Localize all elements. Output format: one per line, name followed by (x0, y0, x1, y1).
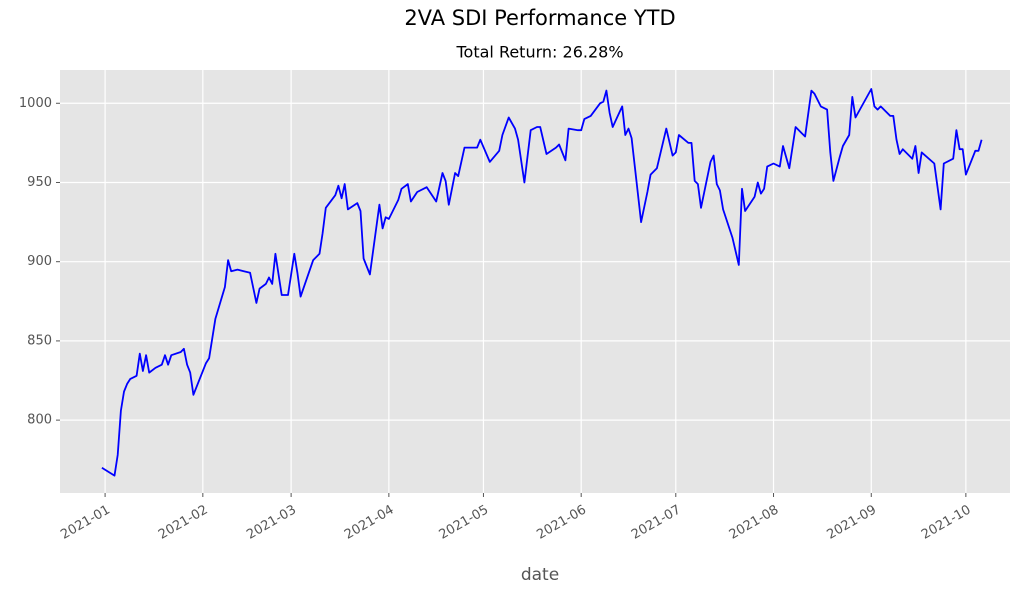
y-tick-label: 850 (27, 333, 52, 348)
x-tick-label: 2021-06 (534, 503, 589, 543)
x-tick-label: 2021-05 (437, 503, 492, 543)
x-tick-label: 2021-02 (156, 503, 211, 543)
y-tick-label: 900 (27, 254, 52, 269)
x-axis-label: date (521, 565, 559, 585)
x-tick-label: 2021-03 (244, 503, 299, 543)
y-tick-label: 800 (27, 413, 52, 428)
x-tick-label: 2021-08 (727, 503, 782, 543)
x-tick-label: 2021-10 (919, 503, 974, 543)
chart-title: 2VA SDI Performance YTD (404, 6, 675, 30)
x-tick-label: 2021-04 (342, 503, 397, 543)
data-line (101, 88, 983, 477)
y-tick-label: 1000 (19, 96, 52, 111)
x-tick-label: 2021-01 (58, 503, 113, 543)
y-tick-label: 950 (27, 175, 52, 190)
chart-subtitle: Total Return: 26.28% (455, 43, 623, 62)
x-tick-label: 2021-09 (824, 503, 879, 543)
x-tick-label: 2021-07 (629, 503, 684, 543)
plot-area (60, 70, 1010, 493)
